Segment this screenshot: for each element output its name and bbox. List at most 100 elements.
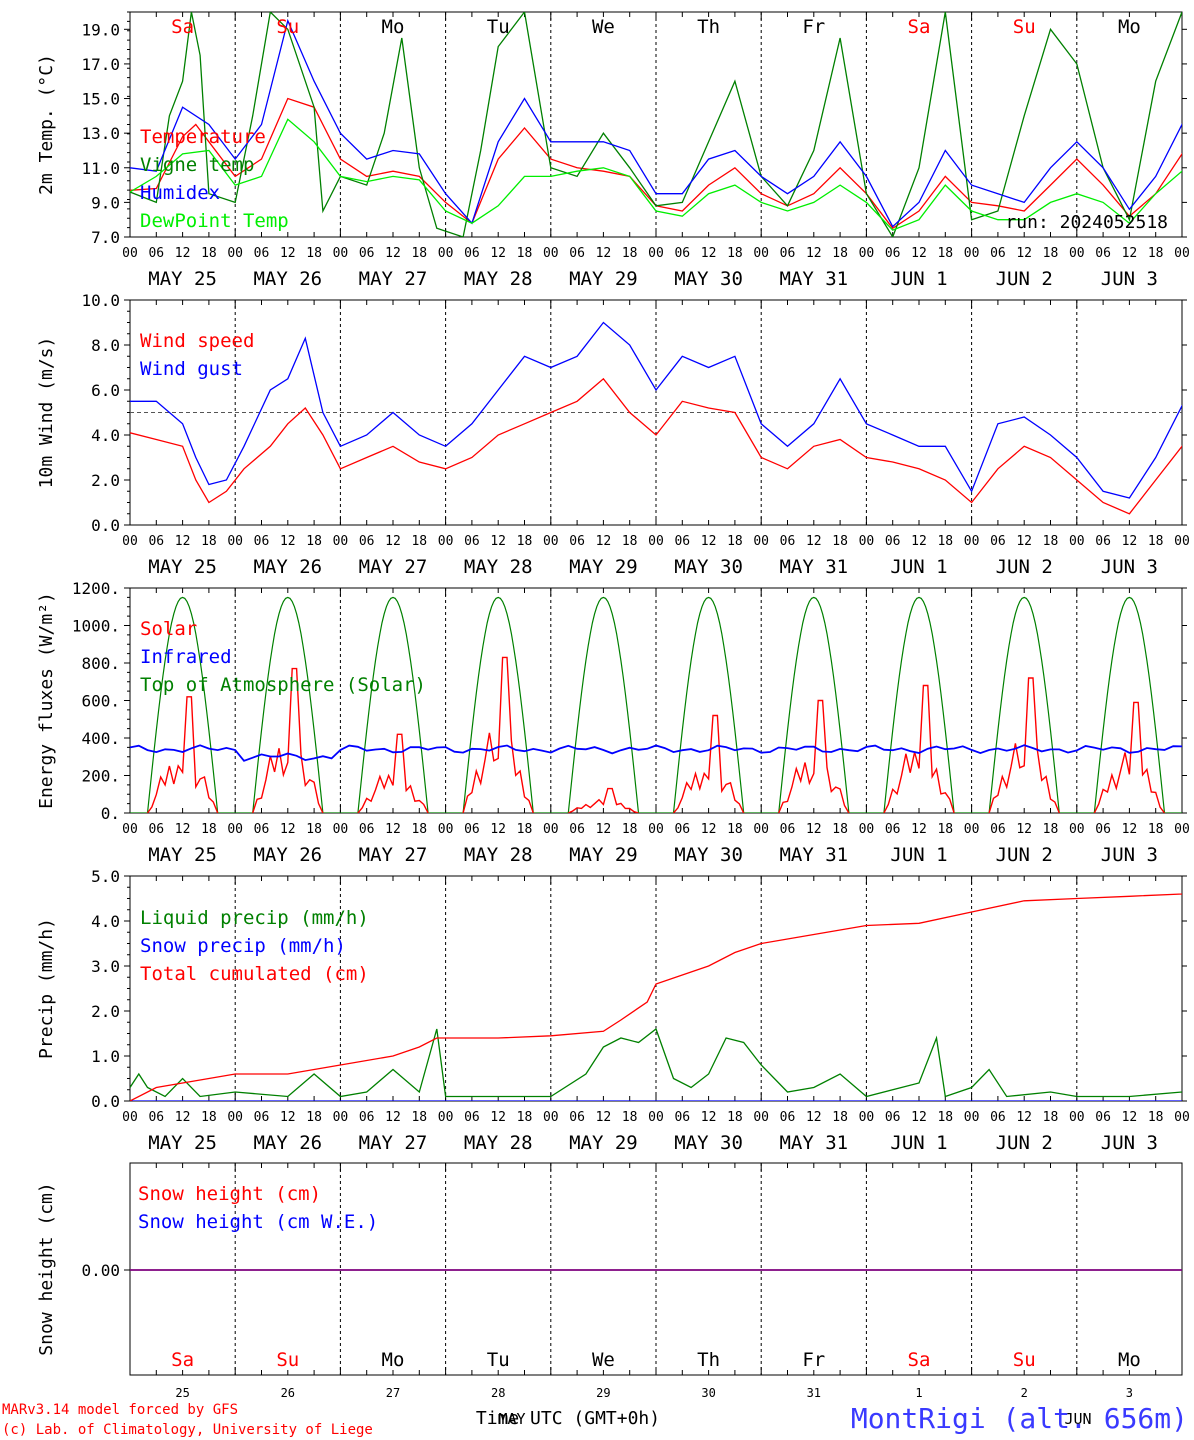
weekday-label: Mo xyxy=(382,1349,405,1371)
date-label: MAY 26 xyxy=(253,268,322,290)
y-tick-label: 2.0 xyxy=(91,1002,120,1021)
hour-tick-label: 18 xyxy=(201,822,217,837)
hour-tick-label: 00 xyxy=(543,534,559,549)
legend-entry: Top of Atmosphere (Solar) xyxy=(140,674,426,696)
hour-tick-label: 00 xyxy=(543,1110,559,1125)
day-number-label: 25 xyxy=(175,1386,189,1400)
hour-tick-label: 12 xyxy=(806,246,822,261)
hour-tick-label: 00 xyxy=(859,822,875,837)
hour-tick-label: 18 xyxy=(411,534,427,549)
hour-tick-label: 06 xyxy=(1095,822,1111,837)
hour-tick-label: 12 xyxy=(911,534,927,549)
hour-tick-label: 06 xyxy=(148,822,164,837)
date-label: MAY 26 xyxy=(253,844,322,866)
hour-tick-label: 18 xyxy=(1148,246,1164,261)
date-label: JUN 2 xyxy=(996,844,1053,866)
hour-tick-label: 06 xyxy=(569,822,585,837)
date-label: JUN 1 xyxy=(890,1132,947,1154)
hour-tick-label: 06 xyxy=(885,1110,901,1125)
hour-tick-label: 00 xyxy=(1069,822,1085,837)
date-label: MAY 25 xyxy=(148,268,217,290)
day-number-label: 27 xyxy=(386,1386,400,1400)
hour-tick-label: 18 xyxy=(517,534,533,549)
hour-tick-label: 00 xyxy=(1174,1110,1190,1125)
hour-tick-label: 12 xyxy=(385,1110,401,1125)
hour-tick-label: 06 xyxy=(148,534,164,549)
legend-entry: Temperature xyxy=(140,126,266,148)
infrared-line xyxy=(130,744,1182,762)
weekday-label: Tu xyxy=(487,16,510,38)
hour-tick-label: 00 xyxy=(648,246,664,261)
hour-tick-label: 18 xyxy=(727,246,743,261)
y-tick-label: 5.0 xyxy=(91,867,120,886)
hour-tick-label: 18 xyxy=(411,246,427,261)
weekday-label: Sa xyxy=(171,1349,194,1371)
date-label: MAY 28 xyxy=(464,844,533,866)
hour-tick-label: 12 xyxy=(385,534,401,549)
y-axis-label: Energy fluxes (W/m²) xyxy=(36,592,57,809)
hour-tick-label: 12 xyxy=(596,534,612,549)
legend-entry: Humidex xyxy=(140,182,220,204)
hour-tick-label: 00 xyxy=(1069,246,1085,261)
hour-tick-label: 06 xyxy=(885,246,901,261)
hour-tick-label: 00 xyxy=(648,534,664,549)
hour-tick-label: 12 xyxy=(490,246,506,261)
hour-tick-label: 12 xyxy=(911,822,927,837)
hour-tick-label: 00 xyxy=(753,246,769,261)
hour-tick-label: 12 xyxy=(280,534,296,549)
solar-line xyxy=(252,667,324,813)
toa-solar-line xyxy=(761,596,867,813)
hour-tick-label: 00 xyxy=(964,534,980,549)
solar-line xyxy=(568,787,639,813)
hour-tick-label: 12 xyxy=(1122,822,1138,837)
toa-solar-line xyxy=(971,596,1077,813)
date-label: MAY 25 xyxy=(148,844,217,866)
hour-tick-label: 00 xyxy=(227,246,243,261)
hour-tick-label: 12 xyxy=(596,822,612,837)
date-label: MAY 31 xyxy=(779,1132,848,1154)
hour-tick-label: 12 xyxy=(1016,534,1032,549)
hour-tick-label: 12 xyxy=(1122,1110,1138,1125)
station-label: MontRigi (alt. 656m) xyxy=(851,1402,1188,1435)
hour-tick-label: 00 xyxy=(1069,534,1085,549)
run-annotation: run: 2024052518 xyxy=(1005,212,1168,233)
y-tick-label: 800. xyxy=(81,654,120,673)
hour-tick-label: 00 xyxy=(859,246,875,261)
legend-entry: DewPoint Temp xyxy=(140,210,289,232)
solar-line xyxy=(357,733,429,813)
hour-tick-label: 00 xyxy=(122,1110,138,1125)
hour-tick-label: 12 xyxy=(490,534,506,549)
plot-area xyxy=(130,12,1182,237)
date-label: MAY 31 xyxy=(779,268,848,290)
date-label: MAY 26 xyxy=(253,1132,322,1154)
hour-tick-label: 18 xyxy=(306,822,322,837)
hour-tick-label: 06 xyxy=(674,822,690,837)
legend-entry: Infrared xyxy=(140,646,232,668)
date-label: MAY 30 xyxy=(674,1132,743,1154)
hour-tick-label: 06 xyxy=(990,534,1006,549)
hour-tick-label: 18 xyxy=(622,534,638,549)
y-tick-label: 400. xyxy=(81,729,120,748)
hour-tick-label: 18 xyxy=(832,822,848,837)
hour-tick-label: 18 xyxy=(517,1110,533,1125)
hour-tick-label: 00 xyxy=(648,1110,664,1125)
y-tick-label: 15.0 xyxy=(81,90,120,109)
hour-tick-label: 06 xyxy=(569,534,585,549)
solar-line xyxy=(146,696,219,813)
weekday-label: Fr xyxy=(802,1349,825,1371)
legend-entry: Snow height (cm) xyxy=(138,1183,321,1205)
date-label: MAY 25 xyxy=(148,1132,217,1154)
hour-tick-label: 00 xyxy=(964,1110,980,1125)
hour-tick-label: 00 xyxy=(227,1110,243,1125)
date-label: JUN 3 xyxy=(1101,556,1158,578)
hour-tick-label: 12 xyxy=(175,246,191,261)
hour-tick-label: 12 xyxy=(701,534,717,549)
date-label: JUN 3 xyxy=(1101,844,1158,866)
hour-tick-label: 12 xyxy=(806,1110,822,1125)
hour-tick-label: 00 xyxy=(438,1110,454,1125)
date-label: JUN 3 xyxy=(1101,1132,1158,1154)
hour-tick-label: 18 xyxy=(727,822,743,837)
legend-entry: Snow height (cm W.E.) xyxy=(138,1211,378,1233)
hour-tick-label: 12 xyxy=(280,822,296,837)
date-label: JUN 3 xyxy=(1101,268,1158,290)
